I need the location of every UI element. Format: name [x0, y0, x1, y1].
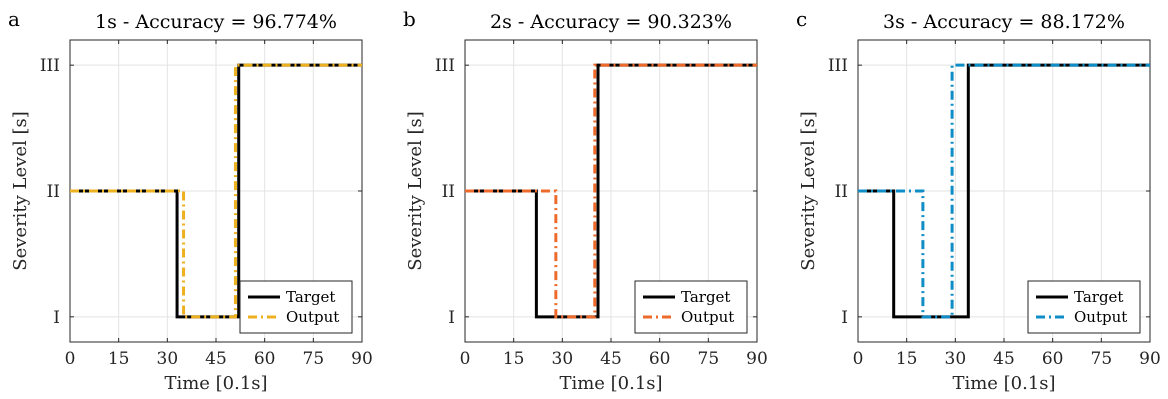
y-tick-label: III: [828, 56, 848, 76]
y-tick-label: I: [448, 308, 455, 328]
legend-box: [239, 280, 353, 334]
x-tick-label: 60: [1042, 349, 1064, 369]
x-tick-label: 0: [65, 349, 76, 369]
x-tick-label: 15: [503, 349, 525, 369]
legend-label-output: Output: [286, 308, 339, 326]
x-tick-label: 75: [698, 349, 720, 369]
series-line-output: [465, 63, 757, 319]
legend-label-output: Output: [681, 308, 734, 326]
y-tick-label: II: [442, 182, 455, 202]
legend-label-target: Target: [681, 288, 730, 306]
legend-box: [1027, 280, 1141, 334]
chart-title: 2s - Accuracy = 90.323%: [490, 11, 732, 33]
panel-letter: c: [796, 7, 807, 31]
legend-label-target: Target: [1074, 288, 1123, 306]
x-tick-label: 75: [1091, 349, 1113, 369]
x-tick-label: 90: [1139, 349, 1161, 369]
x-tick-label: 60: [649, 349, 671, 369]
legend: Target Output: [634, 280, 748, 334]
x-tick-label: 30: [157, 349, 179, 369]
y-tick-label: II: [47, 182, 60, 202]
x-axis-label: Time [0.1s]: [559, 373, 662, 394]
chart-title: 3s - Accuracy = 88.172%: [883, 11, 1125, 33]
legend: Target Output: [1027, 280, 1141, 334]
y-tick-label: I: [53, 308, 60, 328]
y-tick-label: I: [841, 308, 848, 328]
y-tick-label: II: [835, 182, 848, 202]
x-tick-label: 45: [600, 349, 622, 369]
x-tick-label: 90: [746, 349, 768, 369]
panel-letter: a: [8, 7, 20, 31]
x-tick-label: 75: [303, 349, 325, 369]
x-tick-label: 0: [460, 349, 471, 369]
x-tick-label: 45: [993, 349, 1015, 369]
y-axis-label: Severity Level [s]: [405, 111, 426, 270]
series-line-output: [70, 63, 362, 319]
legend-box: [634, 280, 748, 334]
y-tick-label: III: [435, 56, 455, 76]
y-axis-label: Severity Level [s]: [10, 111, 31, 270]
x-tick-label: 45: [205, 349, 227, 369]
panel-letter: b: [403, 7, 416, 31]
x-tick-label: 30: [552, 349, 574, 369]
legend-label-output: Output: [1074, 308, 1127, 326]
x-tick-label: 30: [945, 349, 967, 369]
x-tick-label: 90: [351, 349, 373, 369]
x-tick-label: 15: [108, 349, 130, 369]
x-axis-label: Time [0.1s]: [164, 373, 267, 394]
chart-title: 1s - Accuracy = 96.774%: [95, 11, 337, 33]
x-tick-label: 0: [853, 349, 864, 369]
y-tick-label: III: [40, 56, 60, 76]
y-axis-label: Severity Level [s]: [798, 111, 819, 270]
legend: Target Output: [239, 280, 353, 334]
x-tick-label: 15: [896, 349, 918, 369]
legend-label-target: Target: [286, 288, 335, 306]
x-axis-label: Time [0.1s]: [952, 373, 1055, 394]
x-tick-label: 60: [254, 349, 276, 369]
